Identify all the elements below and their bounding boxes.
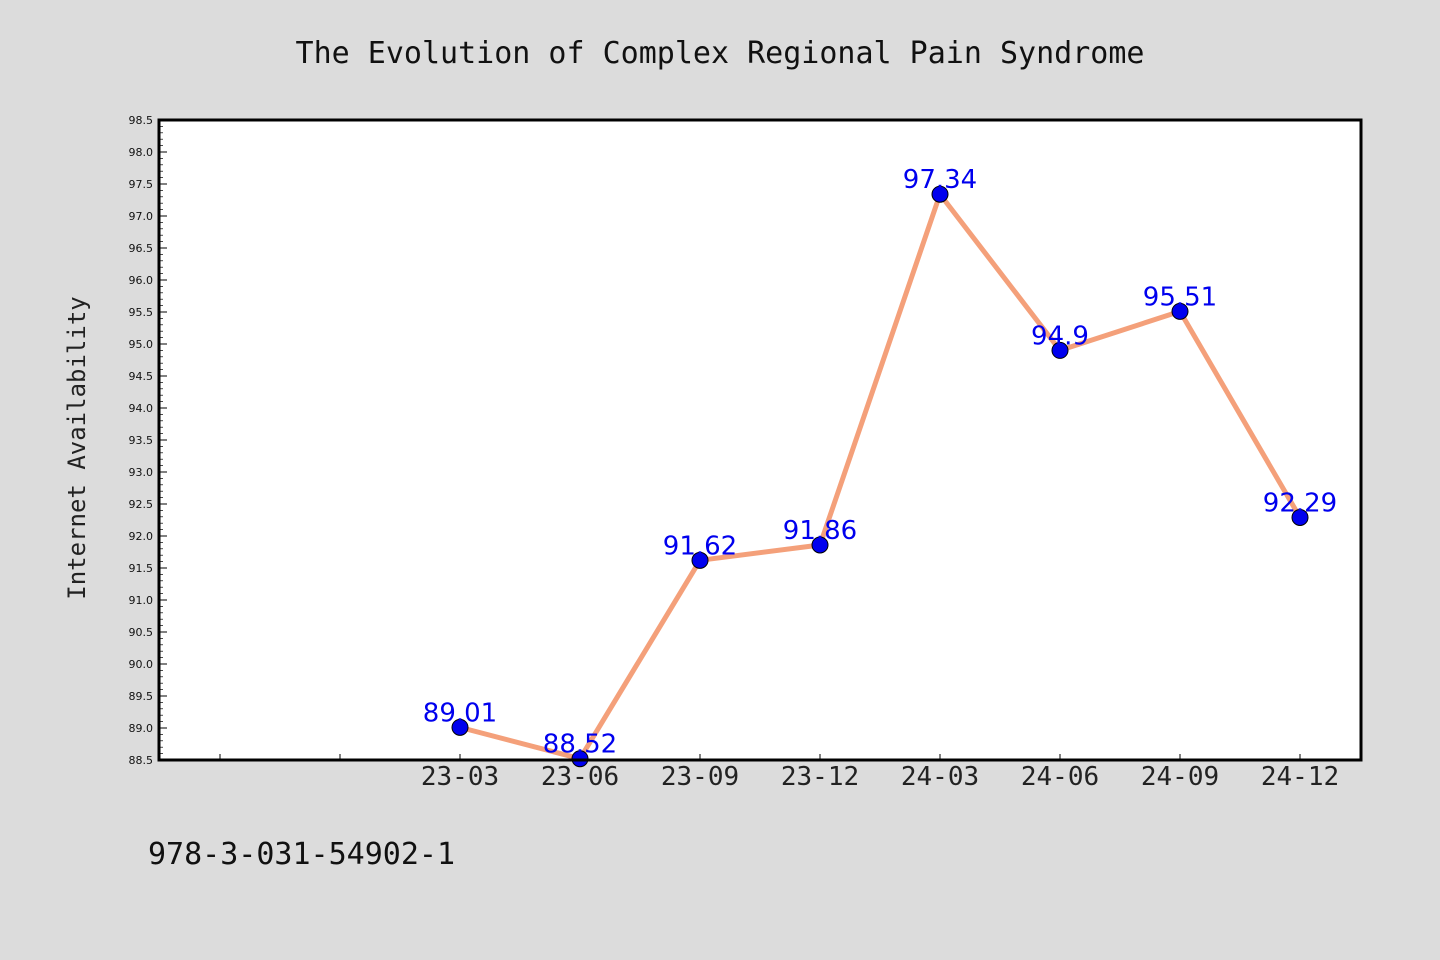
series-line-layer [459,191,1303,762]
data-point-marker [451,718,469,736]
y-tick-label: 95.0 [129,338,154,351]
x-tick-label: 24-09 [1141,762,1219,792]
data-point-marker [1291,508,1309,526]
y-tick-label: 90.5 [129,626,154,639]
data-point-label: 91.62 [663,531,737,561]
y-tick-label: 94.5 [129,370,154,383]
data-point-label: 91.86 [783,516,857,546]
y-tick-label: 97.0 [129,210,154,223]
isbn-footer: 978-3-031-54902-1 [148,837,455,872]
data-point-label: 92.29 [1263,488,1337,518]
data-point-marker [931,185,949,203]
y-tick-label: 95.5 [129,306,154,319]
data-point-label: 97.34 [903,165,977,195]
x-tick-label: 24-03 [901,762,979,792]
x-tick-label: 23-09 [661,762,739,792]
y-tick-label: 98.5 [129,114,154,127]
y-tick-label: 89.5 [129,690,154,703]
data-point-marker [811,536,829,554]
y-tick-label: 89.0 [129,722,154,735]
data-point-label: 95.51 [1143,282,1217,312]
y-tick-label: 93.5 [129,434,154,447]
data-point-label: 89.01 [423,698,497,728]
y-axis-label: Internet Availability [63,296,91,599]
data-point-label: 94.9 [1031,321,1089,351]
y-tick-label: 91.5 [129,562,154,575]
x-tick-label: 23-12 [781,762,859,792]
series-line [459,191,1303,762]
ticks-layer: 88.5 89.0 89.5 90.0 90.5 91.0 91.5 92.0 92.5 93.0… [129,114,1340,792]
y-tick-label: 97.5 [129,178,154,191]
data-point-label: 88.52 [543,730,617,760]
plot-frame [157,118,1363,762]
y-tick-label: 98.0 [129,146,154,159]
y-tick-label: 92.5 [129,498,154,511]
chart-title: The Evolution of Complex Regional Pain S… [296,36,1145,71]
data-point-marker [691,551,709,569]
y-tick-label: 91.0 [129,594,154,607]
x-tick-label: 24-06 [1021,762,1099,792]
y-tick-label: 93.0 [129,466,154,479]
data-label-layer: 89.01 88.52 91.62 91.86 97.34 94.9 95.51 92.29 [423,165,1337,759]
marker-layer [451,185,1309,768]
y-tick-label: 90.0 [129,658,154,671]
y-tick-label: 92.0 [129,530,154,543]
y-tick-label: 96.5 [129,242,154,255]
x-tick-label: 24-12 [1261,762,1339,792]
plot-area [159,120,1361,760]
x-tick-label: 23-03 [421,762,499,792]
data-point-marker [1051,341,1069,359]
y-tick-label: 96.0 [129,274,154,287]
y-tick-label: 94.0 [129,402,154,415]
y-tick-label: 88.5 [129,754,154,767]
data-point-marker [1171,302,1189,320]
